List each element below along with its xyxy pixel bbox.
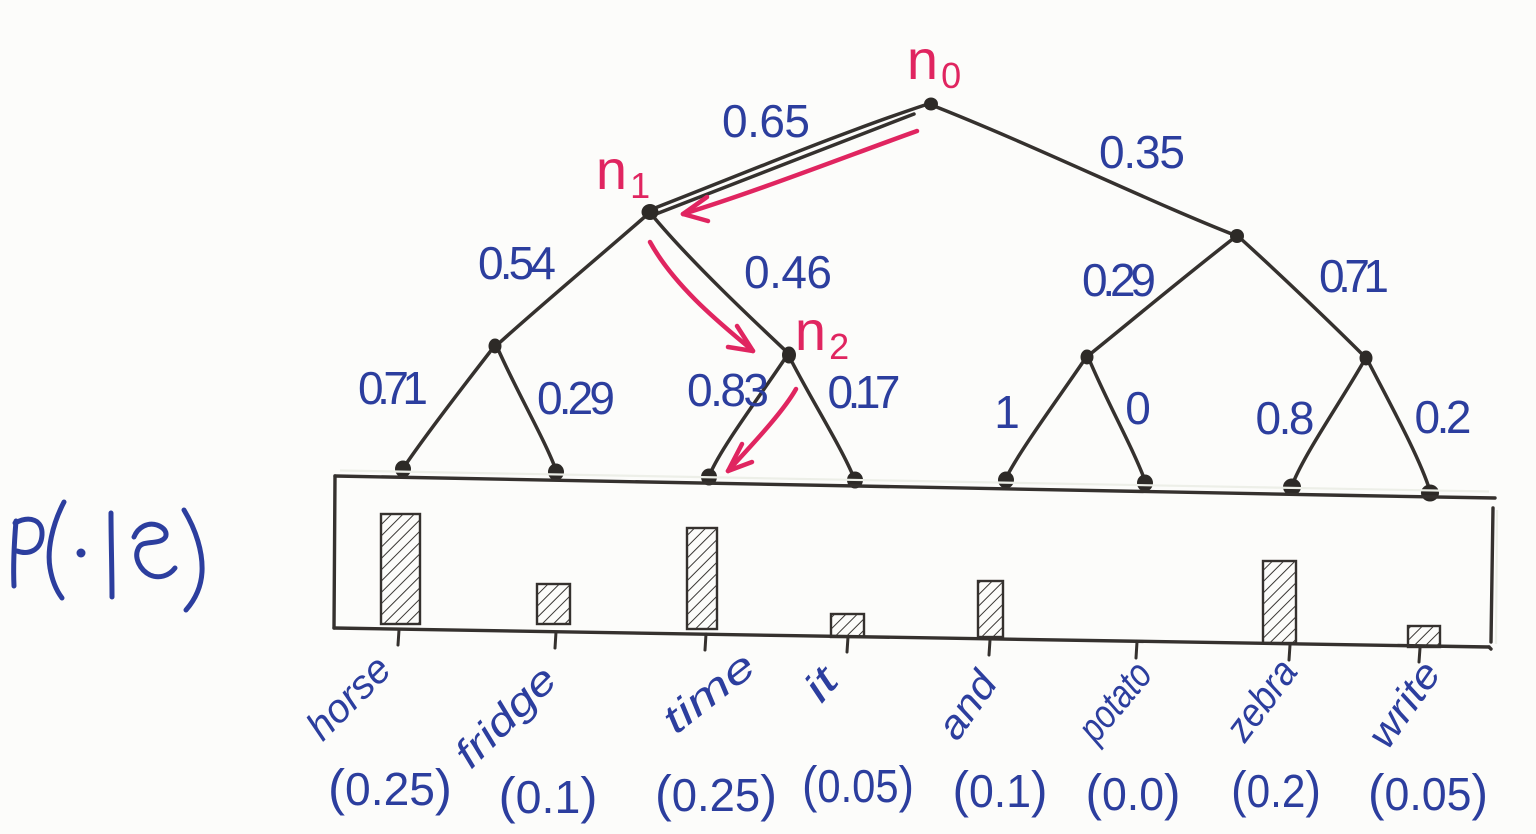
svg-text:0.83: 0.83 [687,364,769,416]
svg-text:0.2: 0.2 [1415,391,1472,443]
svg-text:0.71: 0.71 [1319,250,1389,302]
svg-text:(0.1): (0.1) [499,767,598,824]
svg-text:0.8: 0.8 [1256,392,1315,444]
svg-text:(0.05): (0.05) [1368,764,1488,821]
svg-text:0.65: 0.65 [722,95,810,147]
svg-text:0.54: 0.54 [478,237,556,289]
svg-text:(0.05): (0.05) [802,756,914,813]
svg-text:0.29: 0.29 [1082,254,1156,306]
svg-text:(0.1): (0.1) [953,761,1048,818]
svg-text:0: 0 [1125,382,1151,434]
svg-text:(0.25): (0.25) [328,759,452,816]
svg-text:0.29: 0.29 [537,372,615,424]
svg-text:0.46: 0.46 [744,246,832,298]
svg-text:(0.0): (0.0) [1086,764,1181,821]
svg-text:(0.2): (0.2) [1231,761,1321,818]
svg-text:0.35: 0.35 [1099,126,1185,178]
svg-text:(0.25): (0.25) [655,765,777,822]
svg-text:0.71: 0.71 [358,362,428,414]
svg-text:0.17: 0.17 [828,366,901,418]
svg-text:1: 1 [994,386,1020,438]
